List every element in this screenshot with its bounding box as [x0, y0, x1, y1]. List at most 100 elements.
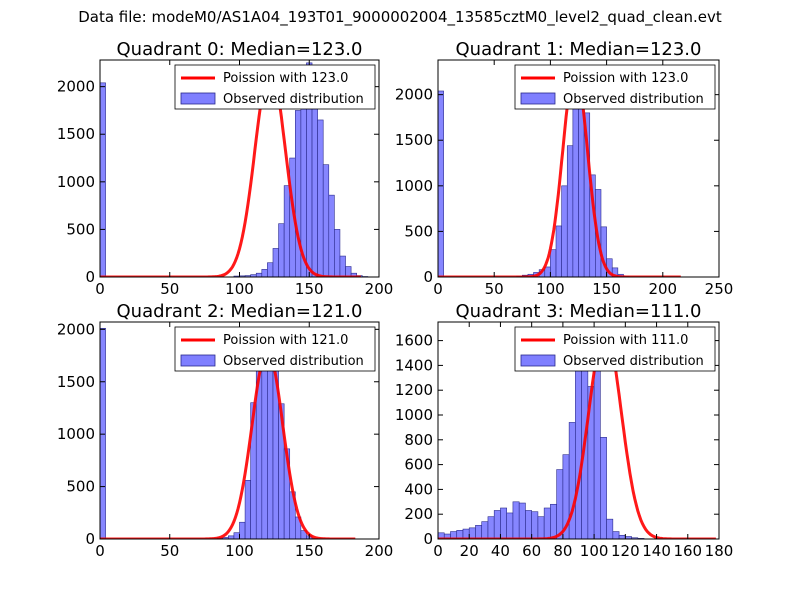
histogram-bar [512, 501, 520, 539]
x-tick-label: 0 [95, 542, 105, 560]
histogram-bar [556, 469, 564, 539]
legend: Poission with 121.0 Observed distribution [174, 326, 376, 372]
legend-line-label: Poission with 123.0 [223, 71, 348, 86]
histogram-bar [233, 532, 240, 539]
histogram-bar [468, 527, 476, 539]
y-tick-label: 1000 [57, 425, 95, 443]
histogram-bar [294, 110, 302, 277]
histogram-bar [239, 521, 246, 539]
legend-bar-swatch [520, 354, 556, 367]
y-tick-label: 0 [85, 268, 95, 286]
histogram-bar [600, 437, 607, 539]
histogram-bar [267, 262, 274, 277]
y-tick-label: 1500 [395, 131, 433, 149]
x-tick-label: 100 [536, 280, 565, 298]
x-tick-label: 100 [580, 542, 609, 560]
legend-bar-label: Observed distribution [223, 354, 364, 369]
x-tick-label: 50 [485, 280, 504, 298]
histogram-bar [261, 350, 268, 539]
legend: Poission with 123.0 Observed distribution [174, 64, 376, 110]
y-tick-label: 2000 [395, 86, 433, 104]
x-tick-label: 200 [648, 280, 677, 298]
x-tick-label: 0 [433, 542, 443, 560]
histogram-bar [100, 82, 106, 277]
histogram-bar [506, 512, 514, 539]
legend-bar-label: Observed distribution [563, 354, 704, 369]
histogram-bar [328, 194, 335, 277]
fit-line [100, 66, 361, 277]
x-tick-label: 150 [295, 280, 324, 298]
plot-area [438, 327, 716, 539]
histogram-bar [555, 225, 562, 277]
fit-line [100, 348, 356, 539]
histogram-bar [606, 518, 614, 539]
y-tick-label: 2000 [57, 320, 95, 338]
x-tick-label: 0 [95, 280, 105, 298]
y-tick-label: 2000 [57, 78, 95, 96]
y-tick-label: 1000 [395, 177, 433, 195]
histogram-bar [493, 510, 501, 539]
x-tick-label: 40 [491, 542, 510, 560]
x-tick-label: 150 [592, 280, 621, 298]
fit-line [438, 66, 681, 277]
x-tick-label: 50 [160, 280, 179, 298]
x-tick-label: 0 [433, 280, 443, 298]
histogram-bar [544, 266, 551, 277]
histogram-bar [350, 272, 357, 277]
legend-line-label: Poission with 121.0 [223, 333, 348, 348]
x-tick-label: 60 [522, 542, 541, 560]
axes-frame [437, 321, 720, 540]
histogram-bar [322, 164, 330, 277]
x-tick-label: 80 [553, 542, 572, 560]
panel-title: Quadrant 1: Median=123.0 [456, 39, 702, 60]
histogram-bar [550, 503, 557, 539]
x-tick-label: 250 [705, 280, 734, 298]
histogram-bar [531, 511, 539, 539]
histogram-bar [618, 534, 626, 539]
chart-panel-3: 0 20 40 60 80 100 120 140 160 180 0 200 400 600 800 100… [395, 301, 734, 560]
x-tick-label: 50 [160, 542, 179, 560]
legend-line-label: Poission with 111.0 [563, 333, 688, 348]
histogram-bar [550, 249, 557, 277]
histogram-bar [339, 255, 346, 277]
legend-bar-swatch [180, 354, 216, 367]
x-tick-label: 140 [642, 542, 671, 560]
legend-bar-label: Observed distribution [223, 92, 364, 107]
legend-bar-swatch [180, 92, 216, 105]
histogram-bar [261, 269, 268, 277]
histogram-bar [561, 185, 568, 277]
histogram-bar [278, 223, 285, 277]
histogram-bar [334, 229, 341, 277]
y-tick-label: 1500 [57, 373, 95, 391]
histogram-bar [100, 327, 106, 539]
plot-area [438, 66, 681, 277]
histogram-bar [525, 510, 532, 539]
histogram-bar [244, 479, 251, 539]
histogram-bar [311, 81, 318, 277]
figure-title: Data file: modeM0/AS1A04_193T01_90000020… [78, 8, 722, 26]
plot-area [100, 327, 356, 539]
x-tick-label: 150 [295, 542, 324, 560]
y-tick-label: 500 [66, 220, 95, 238]
chart-panel-1: 0 50 100 150 200 250 0 500 1000 1500 2000 Quadrant … [395, 39, 734, 298]
histogram-bar [612, 531, 620, 539]
axes-frame [437, 59, 720, 278]
histogram-bar [317, 119, 324, 277]
y-tick-label: 200 [404, 505, 433, 523]
y-tick-label: 0 [85, 530, 95, 548]
y-tick-label: 0 [423, 268, 433, 286]
panel-title: Quadrant 2: Median=121.0 [117, 301, 363, 322]
y-tick-label: 1400 [395, 356, 433, 374]
histogram-bar [611, 267, 619, 277]
y-tick-label: 0 [423, 530, 433, 548]
x-tick-label: 100 [225, 280, 254, 298]
x-tick-label: 120 [611, 542, 640, 560]
histogram-bar [475, 525, 483, 539]
legend-bar-swatch [520, 92, 556, 105]
panel-title: Quadrant 3: Median=111.0 [456, 301, 702, 322]
x-tick-label: 180 [705, 542, 734, 560]
panel-title: Quadrant 0: Median=123.0 [117, 39, 363, 60]
